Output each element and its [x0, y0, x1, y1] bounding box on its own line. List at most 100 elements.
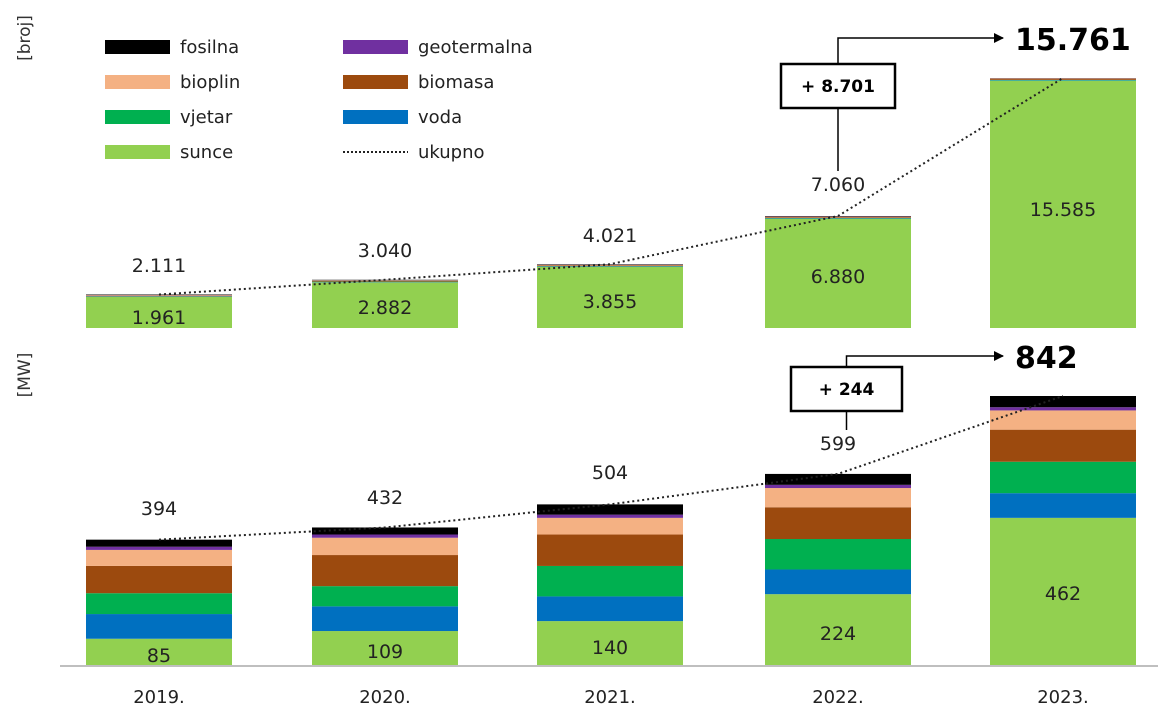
- legend-label-sunce: sunce: [180, 142, 233, 163]
- bottom-solar-label-4: 462: [1045, 583, 1081, 605]
- x-tick-label-0: 2019.: [133, 687, 185, 708]
- top-bar-sunce-1: [312, 282, 458, 328]
- top-solar-label-3: 6.880: [811, 266, 865, 288]
- legend-swatch-voda: [343, 110, 408, 124]
- top-panel-count: 1.961 2.111 2.882 3.040 3.855 4.021 6.880 7.060…: [86, 23, 1136, 329]
- bottom-bar-voda-3: [765, 569, 911, 595]
- top-panel-unit-label: [broj]: [15, 15, 35, 61]
- bottom-bar-vjetar-0: [86, 593, 232, 615]
- bottom-bar-voda-4: [990, 493, 1136, 518]
- bottom-final-total: 842: [1015, 341, 1078, 376]
- bottom-total-label-3: 599: [820, 433, 856, 455]
- legend-label-biomasa: biomasa: [418, 72, 494, 93]
- top-bar-sunce-4: [990, 80, 1136, 328]
- top-bar-biomasa-0: [86, 295, 232, 297]
- top-delta-arrow: [837, 33, 1004, 64]
- bottom-total-label-0: 394: [141, 498, 177, 520]
- legend-label-fosilna: fosilna: [180, 37, 239, 58]
- top-solar-label-1: 2.882: [358, 297, 412, 319]
- bottom-total-label-1: 432: [367, 487, 403, 509]
- bottom-bar-sunce-1: [312, 631, 458, 666]
- x-tick-label-1: 2020.: [359, 687, 411, 708]
- top-delta-box: [779, 62, 897, 110]
- bottom-bar-voda-0: [86, 614, 232, 639]
- bottom-delta-arrow: [845, 351, 1004, 367]
- legend-label-bioplin: bioplin: [180, 72, 240, 93]
- top-total-label-3: 7.060: [811, 174, 865, 196]
- top-bar-bioplin-4: [990, 78, 1136, 80]
- bottom-bar-geotermalna-1: [312, 534, 458, 538]
- bottom-bar-bioplin-0: [86, 549, 232, 566]
- top-bar-sunce-0: [86, 296, 232, 328]
- top-total-line: [158, 77, 1064, 296]
- bottom-bar-fosilna-4: [990, 396, 1136, 408]
- bottom-bar-sunce-0: [86, 638, 232, 666]
- x-tick-label-2: 2021.: [584, 687, 636, 708]
- bottom-panel-capacity: 85 394 109 432 140 504 224 599 462 + 244 842: [86, 341, 1136, 667]
- bottom-bar-voda-2: [537, 596, 683, 622]
- bottom-bar-biomasa-3: [765, 507, 911, 540]
- x-tick-label-4: 2023.: [1037, 687, 1089, 708]
- legend-swatch-biomasa: [343, 75, 408, 89]
- bottom-bar-bioplin-4: [990, 410, 1136, 430]
- bottom-delta-box: [789, 365, 904, 413]
- top-total-label-1: 3.040: [358, 240, 412, 262]
- bottom-bar-bioplin-1: [312, 537, 458, 556]
- bottom-bar-biomasa-0: [86, 565, 232, 594]
- legend-label-geotermalna: geotermalna: [418, 37, 533, 58]
- top-delta-text: + 8.701: [801, 77, 875, 97]
- top-solar-label-0: 1.961: [132, 307, 186, 329]
- top-solar-label-2: 3.855: [583, 291, 637, 313]
- bottom-bar-sunce-4: [990, 517, 1136, 666]
- bottom-bar-geotermalna-2: [537, 514, 683, 518]
- bottom-total-label-2: 504: [592, 462, 628, 484]
- legend-swatch-sunce: [105, 145, 170, 159]
- bottom-total-line: [158, 395, 1064, 541]
- legend-swatch-vjetar: [105, 110, 170, 124]
- legend-swatch-bioplin: [105, 75, 170, 89]
- bottom-bar-vjetar-3: [765, 539, 911, 570]
- bottom-bar-fosilna-3: [765, 473, 911, 485]
- bottom-bar-bioplin-2: [537, 517, 683, 535]
- top-bar-sunce-2: [537, 266, 683, 328]
- legend-swatch-fosilna: [105, 40, 170, 54]
- bottom-solar-label-3: 224: [820, 623, 856, 645]
- x-tick-label-3: 2022.: [812, 687, 864, 708]
- top-bar-bioplin-3: [765, 216, 911, 218]
- bottom-bar-sunce-2: [537, 621, 683, 666]
- top-solar-label-4: 15.585: [1030, 199, 1096, 221]
- top-bar-biomasa-2: [537, 265, 683, 267]
- bottom-solar-label-0: 85: [147, 645, 171, 667]
- bottom-bar-fosilna-1: [312, 527, 458, 535]
- bottom-bar-vjetar-1: [312, 586, 458, 607]
- legend-swatch-geotermalna: [343, 40, 408, 54]
- bottom-bar-fosilna-2: [537, 504, 683, 515]
- bottom-bar-biomasa-1: [312, 555, 458, 587]
- bottom-bar-biomasa-2: [537, 534, 683, 566]
- bottom-solar-label-2: 140: [592, 637, 628, 659]
- legend-label-voda: voda: [418, 107, 462, 128]
- top-bar-biomasa-3: [765, 217, 911, 219]
- bottom-bar-bioplin-3: [765, 488, 911, 508]
- bottom-bar-voda-1: [312, 606, 458, 632]
- top-total-label-0: 2.111: [132, 255, 186, 277]
- x-axis-ticks: 2019. 2020. 2021. 2022. 2023.: [133, 687, 1089, 708]
- top-bar-biomasa-4: [990, 79, 1136, 80]
- top-final-total: 15.761: [1015, 23, 1131, 58]
- bottom-bar-geotermalna-0: [86, 546, 232, 550]
- bottom-bar-biomasa-4: [990, 429, 1136, 462]
- bottom-bar-sunce-3: [765, 594, 911, 666]
- bottom-bar-vjetar-4: [990, 461, 1136, 494]
- bottom-delta-text: + 244: [819, 380, 875, 400]
- bottom-bar-geotermalna-4: [990, 407, 1136, 411]
- top-bar-sunce-3: [765, 218, 911, 328]
- top-bar-biomasa-1: [312, 280, 458, 282]
- top-total-label-2: 4.021: [583, 225, 637, 247]
- bottom-solar-label-1: 109: [367, 641, 403, 663]
- bottom-bar-fosilna-0: [86, 539, 232, 547]
- bottom-bar-geotermalna-3: [765, 484, 911, 489]
- bottom-panel-unit-label: [MW]: [15, 353, 35, 398]
- legend-label-ukupno: ukupno: [418, 142, 485, 163]
- legend: fosilna geotermalna bioplin biomasa vjetar vo…: [105, 37, 533, 163]
